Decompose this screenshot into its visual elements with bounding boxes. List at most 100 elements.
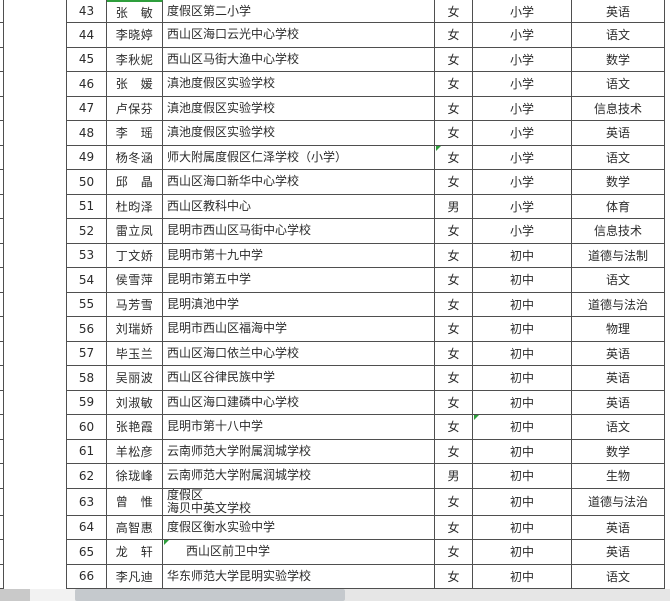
cell-number[interactable]: 47 [67,96,107,121]
cell-subject[interactable]: 数学 [572,47,665,72]
cell-school[interactable]: 云南师范大学附属润城学校 [163,464,435,489]
cell-gender[interactable]: 男 [435,464,473,489]
cell-subject[interactable]: 体育 [572,194,665,219]
cell-school[interactable]: 滇池度假区实验学校 [163,72,435,97]
cell-gender[interactable]: 女 [435,47,473,72]
cell-school[interactable]: 昆明市西山区马街中心学校 [163,219,435,244]
cell-gender[interactable]: 女 [435,366,473,391]
cell-school[interactable]: 西山区海口依兰中心学校 [163,341,435,366]
merged-blank-cell[interactable] [4,488,67,516]
merged-blank-cell[interactable] [4,72,67,97]
cell-number[interactable]: 45 [67,47,107,72]
cell-school[interactable]: 昆明滇池中学 [163,292,435,317]
merged-blank-cell[interactable] [4,366,67,391]
merged-blank-cell[interactable] [4,390,67,415]
merged-blank-cell[interactable] [4,47,67,72]
cell-number[interactable]: 55 [67,292,107,317]
cell-name[interactable]: 李秋妮 [107,47,163,72]
cell-name[interactable]: 吴丽波 [107,366,163,391]
cell-level[interactable]: 小学 [473,72,572,97]
cell-name[interactable]: 张 媛 [107,72,163,97]
cell-level[interactable]: 小学 [473,23,572,48]
cell-number[interactable]: 44 [67,23,107,48]
merged-blank-cell[interactable] [4,540,67,565]
cell-subject[interactable]: 道德与法制 [572,243,665,268]
cell-gender[interactable]: 女 [435,341,473,366]
cell-name[interactable]: 卢保芬 [107,96,163,121]
cell-name[interactable]: 徐珑峰 [107,464,163,489]
cell-name[interactable]: 马芳雪 [107,292,163,317]
cell-gender[interactable]: 女 [435,243,473,268]
cell-name[interactable]: 羊松彦 [107,439,163,464]
cell-school[interactable]: 西山区马街大渔中心学校 [163,47,435,72]
cell-name[interactable]: 李 瑶 [107,121,163,146]
cell-subject[interactable]: 数学 [572,170,665,195]
cell-gender[interactable]: 女 [435,540,473,565]
cell-subject[interactable]: 信息技术 [572,96,665,121]
cell-name[interactable]: 刘瑞娇 [107,317,163,342]
cell-subject[interactable]: 语文 [572,268,665,293]
cell-number[interactable]: 46 [67,72,107,97]
merged-blank-cell[interactable] [4,219,67,244]
cell-gender[interactable]: 女 [435,317,473,342]
cell-level[interactable]: 初中 [473,515,572,540]
cell-name[interactable]: 高智惠 [107,515,163,540]
cell-number[interactable]: 66 [67,564,107,589]
cell-subject[interactable]: 道德与法治 [572,488,665,516]
cell-number[interactable]: 57 [67,341,107,366]
cell-name[interactable]: 李晓婷 [107,23,163,48]
cell-subject[interactable]: 英语 [572,121,665,146]
cell-level[interactable]: 初中 [473,488,572,516]
cell-level[interactable]: 初中 [473,439,572,464]
cell-name[interactable]: 杜昀泽 [107,194,163,219]
cell-subject[interactable]: 英语 [572,540,665,565]
cell-level[interactable]: 小学 [473,145,572,170]
cell-number[interactable]: 58 [67,366,107,391]
cell-subject[interactable]: 英语 [572,341,665,366]
cell-gender[interactable]: 女 [435,170,473,195]
cell-school[interactable]: 昆明市第十九中学 [163,243,435,268]
cell-number[interactable]: 60 [67,415,107,440]
cell-level[interactable]: 初中 [473,564,572,589]
cell-number[interactable]: 56 [67,317,107,342]
cell-name[interactable]: 毕玉兰 [107,341,163,366]
cell-school[interactable]: 西山区教科中心 [163,194,435,219]
cell-level[interactable]: 初中 [473,366,572,391]
cell-gender[interactable]: 女 [435,121,473,146]
scrollbar-thumb[interactable] [75,589,345,601]
merged-blank-cell[interactable] [4,121,67,146]
cell-school[interactable]: 西山区前卫中学 [163,540,435,565]
merged-blank-cell[interactable] [4,23,67,48]
merged-blank-cell[interactable] [4,439,67,464]
cell-subject[interactable]: 语文 [572,23,665,48]
cell-school[interactable]: 昆明市西山区福海中学 [163,317,435,342]
cell-school[interactable]: 度假区 海贝中英文学校 [163,488,435,516]
cell-number[interactable]: 48 [67,121,107,146]
cell-subject[interactable]: 语文 [572,564,665,589]
cell-school[interactable]: 滇池度假区实验学校 [163,121,435,146]
cell-level[interactable]: 小学 [473,0,572,23]
cell-level[interactable]: 初中 [473,464,572,489]
cell-subject[interactable]: 语文 [572,72,665,97]
cell-gender[interactable]: 女 [435,515,473,540]
cell-school[interactable]: 度假区第二小学 [163,0,435,23]
cell-level[interactable]: 小学 [473,194,572,219]
scrollbar-track-left[interactable] [30,589,75,601]
cell-name[interactable]: 刘淑敏 [107,390,163,415]
cell-subject[interactable]: 英语 [572,0,665,23]
cell-level[interactable]: 初中 [473,390,572,415]
cell-number[interactable]: 62 [67,464,107,489]
cell-name[interactable]: 侯雪萍 [107,268,163,293]
cell-subject[interactable]: 语文 [572,415,665,440]
cell-name[interactable]: 张 敏 [107,0,163,23]
cell-subject[interactable]: 信息技术 [572,219,665,244]
cell-level[interactable]: 初中 [473,341,572,366]
cell-level[interactable]: 初中 [473,268,572,293]
cell-name[interactable]: 张艳霞 [107,415,163,440]
cell-gender[interactable]: 女 [435,268,473,293]
cell-number[interactable]: 64 [67,515,107,540]
scrollbar-left-button[interactable] [0,589,30,601]
merged-blank-cell[interactable] [4,96,67,121]
cell-name[interactable]: 雷立凤 [107,219,163,244]
merged-blank-cell[interactable] [4,564,67,589]
